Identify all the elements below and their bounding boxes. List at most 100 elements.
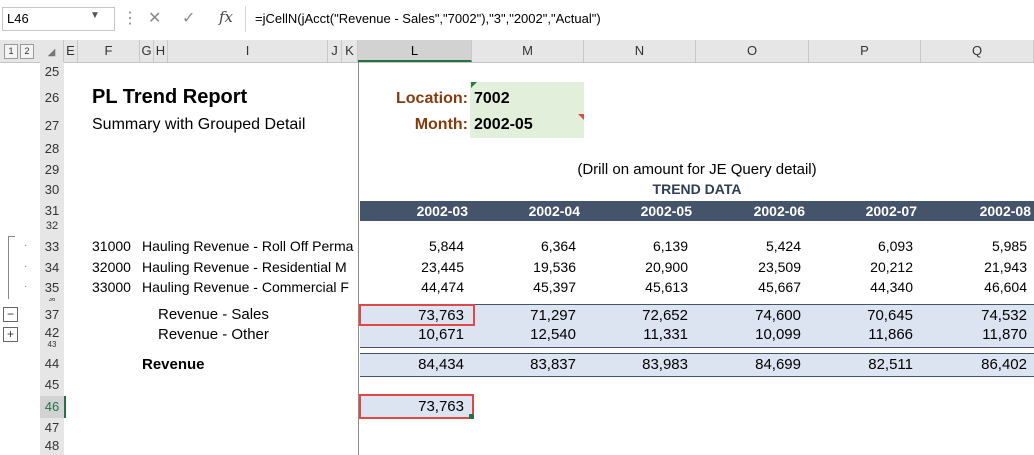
chevron-down-icon[interactable]: ▼ xyxy=(90,10,100,21)
enter-icon[interactable]: ✓ xyxy=(182,10,196,27)
amount-cell[interactable]: 44,340 xyxy=(870,279,913,295)
location-value[interactable]: 7002 xyxy=(474,90,510,107)
amount-cell[interactable]: 70,645 xyxy=(867,307,913,324)
row-header[interactable]: 34 xyxy=(40,258,64,277)
col-header-k[interactable]: K xyxy=(342,40,358,62)
col-header-o[interactable]: O xyxy=(696,40,809,62)
amount-cell[interactable]: 20,212 xyxy=(870,259,913,275)
amount-cell[interactable]: 83,983 xyxy=(642,356,688,373)
report-title: PL Trend Report xyxy=(92,86,248,108)
row-header[interactable]: 45 xyxy=(40,375,64,394)
amount-cell[interactable]: 23,509 xyxy=(758,259,801,275)
row-header[interactable]: 44 xyxy=(40,354,64,374)
col-header-g[interactable]: G xyxy=(140,40,154,62)
amount-cell[interactable]: 82,511 xyxy=(868,356,913,373)
col-header-l[interactable]: L xyxy=(358,40,472,62)
amount-cell[interactable]: 10,671 xyxy=(418,326,464,343)
row-header[interactable]: 30 xyxy=(40,180,64,199)
col-header-q[interactable]: Q xyxy=(921,40,1034,62)
outline-level-1-button[interactable]: 1 xyxy=(4,44,18,59)
amount-cell[interactable]: 74,532 xyxy=(981,307,1027,324)
total-band xyxy=(360,353,1034,377)
amount-cell[interactable]: 21,943 xyxy=(984,259,1027,275)
amount-cell[interactable]: 84,434 xyxy=(418,356,464,373)
amount-cell[interactable]: 46,604 xyxy=(984,279,1027,295)
fill-handle[interactable] xyxy=(469,414,474,419)
insert-function-icon[interactable]: fx xyxy=(219,8,234,26)
outline-level-2-button[interactable]: 2 xyxy=(20,44,34,59)
row-header[interactable]: 29 xyxy=(40,160,64,179)
amount-cell[interactable]: 72,652 xyxy=(642,307,688,324)
amount-cell[interactable]: 44,474 xyxy=(421,279,464,295)
row-header[interactable]: 33 xyxy=(40,237,64,256)
row-header[interactable]: 26 xyxy=(40,86,64,110)
row-header[interactable]: 37 xyxy=(40,305,64,325)
amount-cell[interactable]: 19,536 xyxy=(533,259,576,275)
row-header-selected[interactable]: 46 xyxy=(40,396,66,418)
amount-cell[interactable]: 86,402 xyxy=(981,356,1027,373)
name-box[interactable]: L46 xyxy=(2,7,115,31)
amount-cell[interactable]: 45,667 xyxy=(758,279,801,295)
formula-bar: L46 ▼ ⋮ ✕ ✓ fx =jCellN(jAcct("Revenue - … xyxy=(0,0,1034,41)
amount-cell[interactable]: 6,139 xyxy=(652,238,688,254)
row-header[interactable]: 27 xyxy=(40,114,64,138)
amount-cell[interactable]: 71,297 xyxy=(530,307,576,324)
col-header-e[interactable]: E xyxy=(64,40,78,62)
column-divider xyxy=(358,62,359,455)
collapse-group-button[interactable]: − xyxy=(3,307,18,322)
row-header[interactable]: 35 xyxy=(40,278,64,297)
account-name: Hauling Revenue - Roll Off Perma xyxy=(142,238,354,254)
subtotal-band xyxy=(360,304,1034,348)
row-header[interactable]: 28 xyxy=(40,139,64,158)
amount-cell[interactable]: 73,763 xyxy=(418,307,464,324)
amount-cell[interactable]: 74,600 xyxy=(755,307,801,324)
select-all-corner[interactable]: ◢ xyxy=(40,40,64,62)
period-header: 2002-08 xyxy=(979,203,1031,219)
amount-cell[interactable]: 6,093 xyxy=(877,238,913,254)
amount-cell[interactable]: 12,540 xyxy=(530,326,576,343)
amount-cell[interactable]: 20,900 xyxy=(645,259,688,275)
row-header[interactable]: 43 xyxy=(40,341,64,349)
amount-cell[interactable]: 83,837 xyxy=(530,356,576,373)
row-header[interactable]: 36 xyxy=(40,298,64,303)
row-header[interactable]: 47 xyxy=(40,418,64,437)
col-header-p[interactable]: P xyxy=(809,40,921,62)
amount-cell[interactable]: 45,613 xyxy=(645,279,688,295)
outline-dot: · xyxy=(24,281,28,292)
period-header: 2002-03 xyxy=(416,203,468,219)
formula-input[interactable]: =jCellN(jAcct("Revenue - Sales","7002"),… xyxy=(255,11,601,26)
amount-cell[interactable]: 11,870 xyxy=(982,326,1027,343)
row-header[interactable]: 25 xyxy=(40,62,64,81)
col-header-i[interactable]: I xyxy=(168,40,328,62)
row-header[interactable]: 31 xyxy=(40,201,64,220)
col-header-m[interactable]: M xyxy=(472,40,584,62)
month-value[interactable]: 2002-05 xyxy=(474,116,533,133)
amount-cell[interactable]: 11,866 xyxy=(868,326,913,343)
separator xyxy=(245,6,246,32)
col-header-n[interactable]: N xyxy=(584,40,696,62)
amount-cell[interactable]: 10,099 xyxy=(755,326,801,343)
amount-cell[interactable]: 5,424 xyxy=(765,238,801,254)
amount-cell[interactable]: 45,397 xyxy=(533,279,576,295)
row-header[interactable]: 48 xyxy=(40,437,64,455)
amount-cell[interactable]: 5,844 xyxy=(428,238,464,254)
amount-cell[interactable]: 11,331 xyxy=(643,326,688,343)
cancel-icon[interactable]: ✕ xyxy=(148,10,162,27)
expand-group-button[interactable]: + xyxy=(3,327,18,342)
column-header-bar: 1 2 ◢ E F G H I J K L M N O P Q xyxy=(0,40,1034,63)
col-header-j[interactable]: J xyxy=(328,40,342,62)
col-header-f[interactable]: F xyxy=(78,40,140,62)
row-header[interactable]: 32 xyxy=(40,221,64,232)
amount-cell[interactable]: 23,445 xyxy=(421,259,464,275)
row-header[interactable]: 42 xyxy=(40,325,64,341)
active-cell-fill xyxy=(360,396,472,418)
comment-indicator-icon xyxy=(578,114,584,120)
col-header-h[interactable]: H xyxy=(154,40,168,62)
amount-cell[interactable]: 6,364 xyxy=(540,238,576,254)
parameter-input-area xyxy=(470,82,584,138)
outline-dot: · xyxy=(24,240,28,251)
amount-cell[interactable]: 84,699 xyxy=(755,356,801,373)
amount-cell[interactable]: 5,985 xyxy=(991,238,1027,254)
period-header-band xyxy=(360,201,1034,221)
active-cell-value[interactable]: 73,763 xyxy=(418,398,464,415)
